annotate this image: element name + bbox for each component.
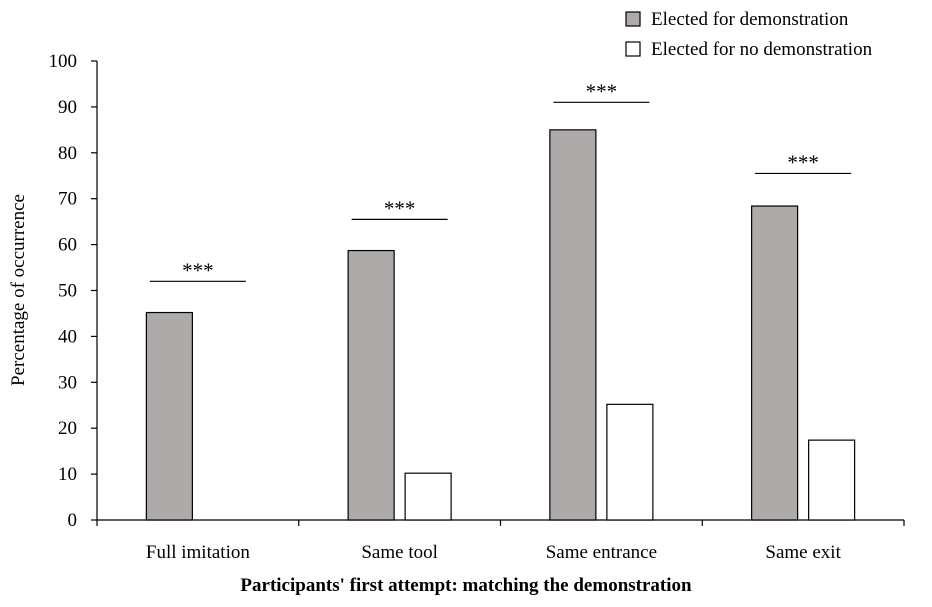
legend-swatch bbox=[625, 11, 641, 27]
y-tick-label: 40 bbox=[58, 326, 77, 347]
y-tick-label: 70 bbox=[58, 189, 77, 210]
y-axis-label: Percentage of occurrence bbox=[8, 194, 29, 386]
y-tick-label: 0 bbox=[68, 510, 78, 531]
bar-no-demonstration bbox=[404, 472, 452, 521]
bar-demonstration bbox=[347, 249, 395, 521]
y-tick-label: 60 bbox=[58, 235, 77, 256]
significance-stars: *** bbox=[384, 196, 416, 220]
y-tick-label: 100 bbox=[49, 51, 78, 72]
y-tick-label: 20 bbox=[58, 418, 77, 439]
bar-no-demonstration bbox=[808, 439, 856, 521]
legend-entry: Elected for demonstration bbox=[651, 9, 849, 30]
x-axis-label: Participants' first attempt: matching th… bbox=[240, 575, 692, 596]
legend-swatch bbox=[625, 41, 641, 57]
y-tick-label: 30 bbox=[58, 372, 77, 393]
significance-stars: *** bbox=[787, 150, 819, 174]
bar-no-demonstration bbox=[606, 403, 654, 521]
significance-annotations: *** *** *** *** bbox=[149, 79, 852, 282]
y-tick-label: 50 bbox=[58, 281, 77, 302]
bar-demonstration bbox=[549, 129, 597, 521]
bar-demonstration bbox=[751, 205, 799, 521]
legend-entry: Elected for no demonstration bbox=[651, 39, 873, 60]
x-category-label: Same entrance bbox=[546, 542, 657, 563]
bars bbox=[145, 129, 856, 521]
axes: 0 10 20 30 40 50 60 70 80 90 100 Full imitation Same… bbox=[49, 51, 905, 563]
y-tick-label: 10 bbox=[58, 464, 77, 485]
significance-stars: *** bbox=[586, 79, 618, 103]
bar-demonstration bbox=[145, 311, 193, 521]
significance-stars: *** bbox=[182, 258, 214, 282]
x-category-label: Same exit bbox=[765, 542, 841, 563]
legend: Elected for demonstration Elected for no … bbox=[625, 9, 873, 60]
x-category-label: Full imitation bbox=[146, 542, 250, 563]
y-tick-label: 80 bbox=[58, 143, 77, 164]
y-tick-label: 90 bbox=[58, 97, 77, 118]
x-category-label: Same tool bbox=[361, 542, 438, 563]
